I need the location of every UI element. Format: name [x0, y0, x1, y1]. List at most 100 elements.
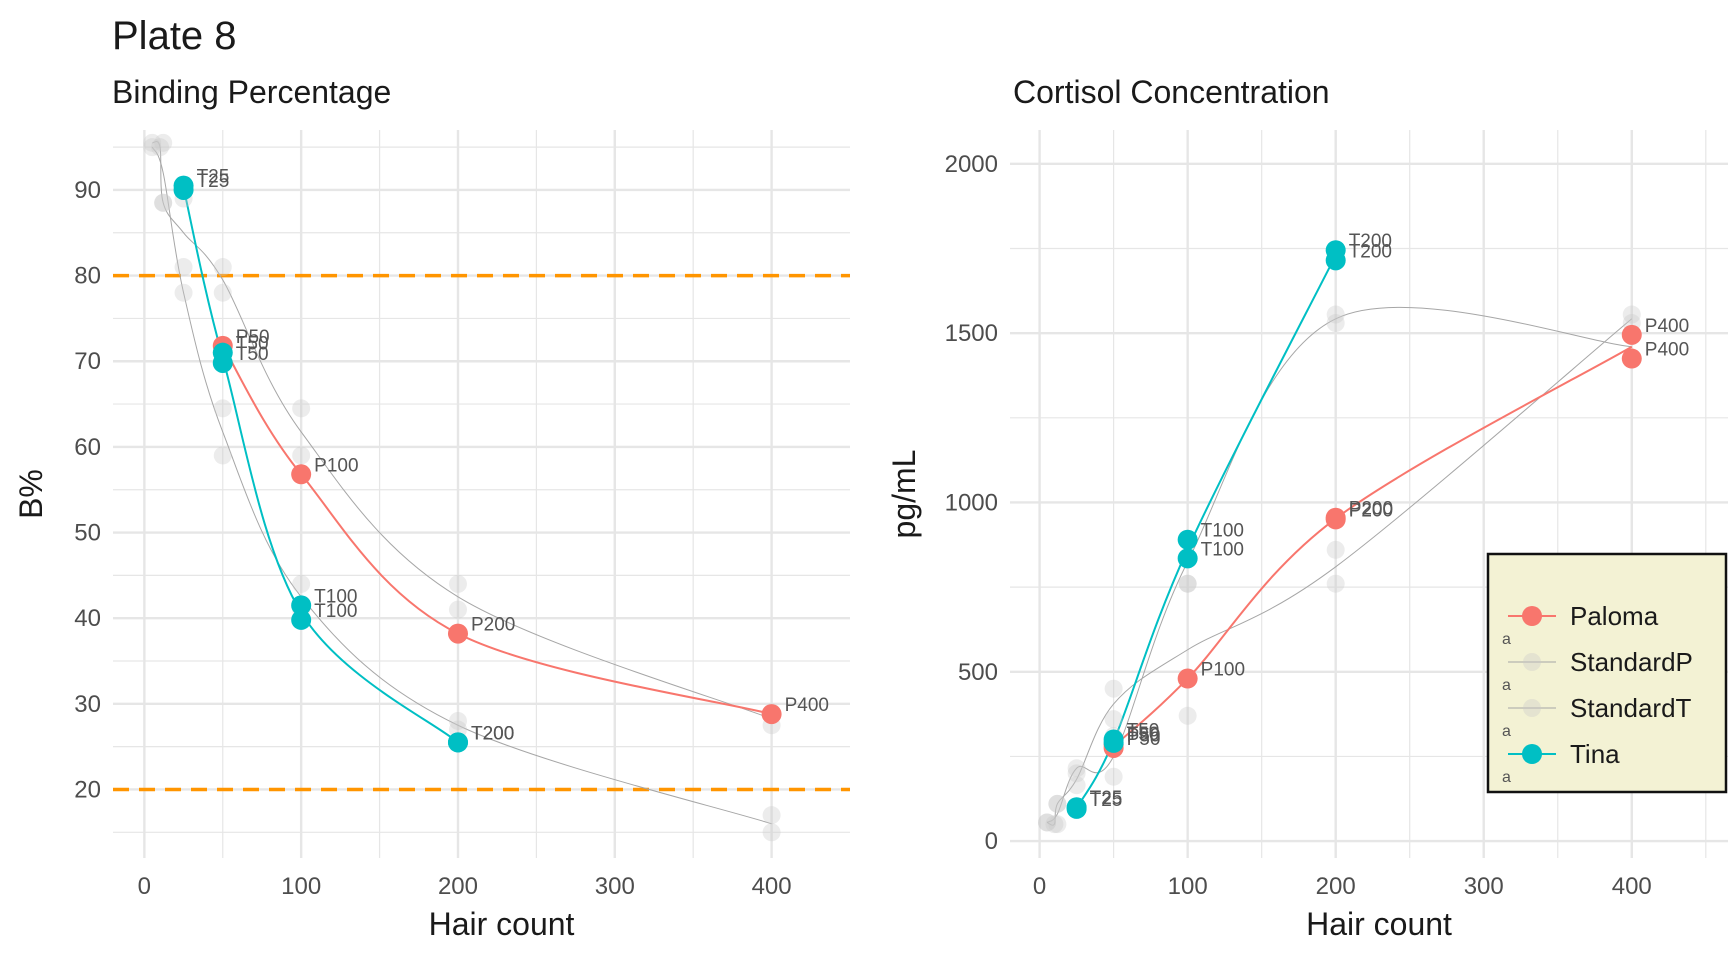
- legend-label: StandardT: [1570, 693, 1692, 723]
- data-point-standardp: [1326, 574, 1345, 593]
- data-point-tina: [1177, 529, 1198, 550]
- point-label: T25: [1090, 788, 1123, 809]
- data-point-standardt: [213, 399, 232, 418]
- point-label: T100: [1201, 521, 1244, 542]
- x-tick-label: 0: [138, 873, 151, 900]
- point-label: P200: [1349, 500, 1393, 521]
- data-point-standardt: [448, 711, 467, 730]
- series-line-standardp: [151, 141, 772, 720]
- data-point-standardt: [1048, 815, 1067, 834]
- data-point-standardt: [1048, 794, 1067, 813]
- y-tick-label: 20: [74, 776, 101, 803]
- data-point-standardt: [1178, 574, 1197, 593]
- x-tick-label: 0: [1033, 873, 1046, 900]
- point-label: P200: [1349, 499, 1393, 520]
- data-point-tina: [173, 179, 194, 200]
- data-point-tina: [1103, 732, 1124, 753]
- data-point-standardp: [1067, 764, 1086, 783]
- series-line-standardt: [151, 146, 772, 825]
- data-point-standardt: [154, 133, 173, 152]
- data-point-standardp: [151, 138, 170, 157]
- data-point-tina: [1177, 548, 1198, 569]
- legend-label: Tina: [1570, 739, 1620, 769]
- y-tick-label: 70: [74, 348, 101, 375]
- binding-grid: [113, 130, 850, 858]
- data-point-standardp: [154, 193, 173, 212]
- data-point-standardp: [1067, 776, 1086, 795]
- series-line-standardt: [1046, 306, 1632, 823]
- y-tick-label: 2000: [945, 151, 998, 178]
- legend-key-letter: a: [1502, 723, 1511, 740]
- data-point-standardp: [1104, 679, 1123, 698]
- data-point-standardt: [1104, 767, 1123, 786]
- y-axis-title: pg/mL: [886, 450, 922, 539]
- data-point-standardt: [1038, 813, 1057, 832]
- y-tick-label: 500: [958, 659, 998, 686]
- x-tick-label: 300: [595, 873, 635, 900]
- point-label: T100: [1201, 539, 1244, 560]
- data-point-standardt: [762, 823, 781, 842]
- data-point-paloma: [1621, 324, 1642, 345]
- y-tick-label: 80: [74, 263, 101, 290]
- data-point-standardp: [448, 600, 467, 619]
- point-label: T50: [1127, 720, 1160, 741]
- point-label: P400: [1645, 316, 1689, 337]
- y-tick-label: 1000: [945, 489, 998, 516]
- x-tick-label: 200: [438, 873, 478, 900]
- y-tick-label: 0: [985, 828, 998, 855]
- data-point-standardt: [154, 193, 173, 212]
- point-label: P50: [1127, 729, 1161, 750]
- data-point-standardt: [174, 283, 193, 302]
- y-tick-label: 50: [74, 520, 101, 547]
- point-label: P400: [785, 695, 829, 716]
- binding-percentage-panel: 0 100 200 300 400 20 30 40 50 60 70 80 90 Hair count B…: [13, 130, 850, 942]
- y-tick-label: 60: [74, 434, 101, 461]
- data-point-standardt: [1067, 759, 1086, 778]
- point-label: P100: [1201, 660, 1245, 681]
- x-tick-label: 400: [1612, 873, 1652, 900]
- data-point-standardt: [292, 574, 311, 593]
- point-label: T50: [236, 344, 269, 365]
- y-tick-label: 1500: [945, 320, 998, 347]
- series-line-standardp: [1046, 318, 1633, 826]
- point-label: T100: [314, 586, 357, 607]
- point-label: T50: [236, 334, 269, 355]
- x-tick-label: 100: [1168, 873, 1208, 900]
- data-point-standardt: [762, 806, 781, 825]
- point-label: P100: [314, 455, 358, 476]
- data-point-tina: [291, 595, 312, 616]
- right-panel-title: Cortisol Concentration: [1013, 74, 1330, 110]
- legend-key-letter: a: [1502, 677, 1511, 694]
- legend-label: Paloma: [1570, 601, 1659, 631]
- point-label: T25: [1090, 790, 1123, 811]
- legend-label: StandardP: [1570, 647, 1693, 677]
- x-tick-label: 200: [1316, 873, 1356, 900]
- legend-key-letter: a: [1502, 769, 1511, 786]
- data-point-standardt: [143, 138, 162, 157]
- point-label: T25: [197, 167, 230, 188]
- x-tick-label: 100: [281, 873, 321, 900]
- data-point-standardp: [213, 258, 232, 277]
- x-tick-label: 400: [752, 873, 792, 900]
- legend-key-point: [1522, 744, 1542, 764]
- y-axis-title: B%: [13, 469, 49, 519]
- y-tick-label: 30: [74, 691, 101, 718]
- left-panel-title: Binding Percentage: [112, 74, 392, 110]
- point-label: P50: [1127, 726, 1161, 747]
- point-label: T25: [197, 171, 230, 192]
- data-point-tina: [1325, 250, 1346, 271]
- data-point-standardp: [1104, 710, 1123, 729]
- data-point-tina: [291, 609, 312, 630]
- data-point-standardp: [1045, 815, 1064, 834]
- data-point-standardp: [1048, 794, 1067, 813]
- data-point-paloma: [1325, 509, 1346, 530]
- y-tick-label: 40: [74, 605, 101, 632]
- point-label: P400: [1645, 340, 1689, 361]
- x-axis-title: Hair count: [429, 906, 575, 942]
- series-line-paloma: [221, 345, 772, 716]
- point-label: P50: [236, 327, 270, 348]
- legend-key-point: [1523, 699, 1541, 717]
- point-label: T200: [1349, 241, 1392, 262]
- data-point-standardp: [174, 258, 193, 277]
